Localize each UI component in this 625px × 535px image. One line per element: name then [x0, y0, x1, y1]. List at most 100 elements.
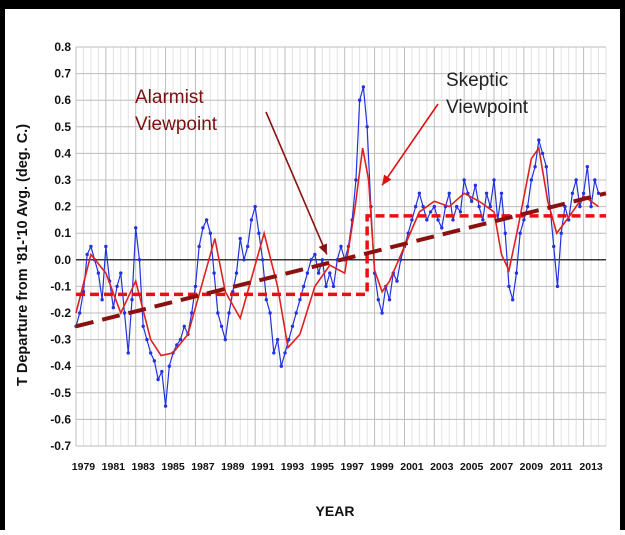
y-tick-label: 0.2 [54, 200, 71, 214]
monthly-data-point [451, 218, 455, 222]
monthly-data-point [417, 191, 422, 195]
alarmist-label-line-1: Alarmist [135, 87, 204, 108]
y-tick-label: -0.2 [50, 306, 71, 320]
monthly-data-point [137, 258, 142, 262]
monthly-data-point [324, 284, 328, 289]
x-tick-label: 2011 [550, 461, 573, 473]
monthly-data-point [585, 165, 590, 169]
monthly-data-point [339, 244, 343, 249]
monthly-data-point [331, 284, 336, 289]
y-tick-label: 0.6 [54, 93, 71, 107]
monthly-data-point [477, 204, 481, 209]
monthly-data-point [126, 351, 130, 355]
monthly-data-point [578, 204, 582, 209]
x-tick-label: 2005 [460, 461, 484, 473]
monthly-data-point [219, 324, 224, 328]
monthly-data-point [182, 324, 186, 328]
x-tick-label: 1995 [311, 461, 335, 473]
monthly-data-point [484, 191, 489, 195]
monthly-data-point [160, 369, 164, 374]
monthly-data-point [122, 311, 127, 315]
monthly-data-point [436, 218, 440, 222]
monthly-data-point [473, 183, 478, 188]
monthly-data-point [481, 218, 485, 222]
monthly-data-point [395, 279, 399, 283]
monthly-data-point [529, 178, 534, 182]
monthly-data-point [208, 231, 213, 235]
skeptic-label-line-2: Viewpoint [446, 97, 529, 118]
skeptic-arrow-head [382, 174, 392, 186]
x-tick-label: 1993 [281, 461, 305, 473]
monthly-data-point [152, 359, 157, 363]
monthly-data-point [387, 298, 392, 302]
monthly-data-point [268, 311, 272, 315]
monthly-data-point [231, 290, 235, 294]
skeptic-label-line-1: Skeptic [446, 70, 508, 91]
monthly-data-point [570, 191, 575, 195]
y-tick-label: -0.6 [50, 412, 71, 426]
monthly-data-point [216, 311, 220, 315]
monthly-data-point [305, 271, 310, 275]
monthly-data-point [238, 236, 242, 241]
monthly-data-point [357, 98, 362, 102]
grid [75, 46, 607, 447]
monthly-data-point [156, 377, 160, 382]
monthly-data-point [518, 231, 522, 235]
y-tick-label: 0.1 [54, 226, 71, 240]
monthly-data-point [410, 218, 414, 222]
monthly-data-point [432, 204, 437, 209]
left-border [0, 0, 5, 530]
monthly-data-point [190, 311, 194, 315]
monthly-data-point [245, 244, 250, 249]
monthly-data-point [376, 298, 381, 302]
monthly-data-point [111, 305, 116, 310]
monthly-data-point [257, 231, 261, 235]
monthly-data-point [100, 298, 104, 302]
y-tick-label: 0.4 [54, 146, 71, 160]
monthly-data-point [175, 343, 179, 347]
y-tick-labels: 0.8 0.7 0.6 0.5 0.4 0.3 0.2 0.1 0.0 -0.1 -0.2 -0.3 -… [50, 40, 71, 453]
alarmist-arrow [265, 111, 328, 255]
skeptic-step-line [76, 214, 606, 297]
monthly-data-point [275, 337, 280, 342]
monthly-data-point [514, 271, 519, 275]
monthly-data-point [537, 138, 541, 142]
x-tick-label: 1989 [221, 461, 245, 473]
monthly-data-point [421, 204, 425, 209]
monthly-data-point [320, 258, 325, 262]
monthly-data-point [204, 218, 209, 222]
monthly-data-point [559, 231, 563, 235]
monthly-data-point [193, 284, 198, 289]
monthly-data-point [294, 311, 298, 315]
monthly-data-point [264, 298, 269, 302]
monthly-data-point [163, 404, 168, 408]
monthly-data-point [145, 337, 149, 342]
monthly-data-point [380, 311, 384, 315]
monthly-data-point [525, 204, 530, 209]
monthly-data-point [141, 324, 145, 328]
monthly-data-point [134, 226, 138, 230]
monthly-data-point [260, 258, 265, 262]
monthly-data-point [81, 290, 86, 294]
smoothed-average-line [75, 146, 599, 357]
monthly-data-point [201, 226, 205, 230]
monthly-data-point [234, 271, 239, 275]
monthly-data-point [227, 311, 231, 315]
monthly-data-point [104, 244, 108, 249]
x-tick-label: 2009 [520, 461, 544, 473]
y-tick-label: 0.7 [54, 67, 71, 81]
monthly-data-point [313, 252, 317, 257]
monthly-data-point [469, 199, 474, 203]
y-tick-label: -0.7 [50, 439, 71, 453]
x-tick-label: 1985 [161, 461, 185, 473]
monthly-data-point [425, 218, 429, 222]
monthly-data-point [581, 191, 586, 195]
y-tick-label: -0.3 [50, 333, 71, 347]
monthly-data-point [365, 125, 369, 129]
monthly-data-point [249, 218, 254, 222]
monthly-data-point [148, 351, 153, 355]
monthly-data-point [540, 151, 545, 156]
monthly-data-point [298, 298, 302, 302]
monthly-data-point [499, 191, 504, 195]
